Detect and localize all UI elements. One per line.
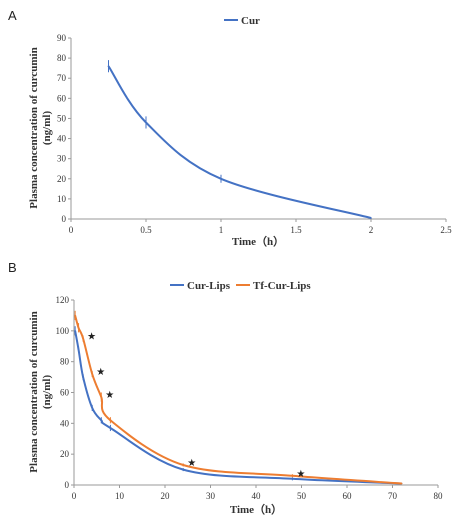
b-series-line-cur-lips — [74, 330, 402, 485]
b-data-point-cur-lips — [91, 407, 93, 409]
b-x-tick-label: 30 — [206, 491, 216, 501]
series-marks-a — [107, 60, 372, 219]
a-data-point-cur — [145, 121, 147, 124]
b-data-point-cur-lips — [82, 376, 84, 378]
a-data-point-cur — [370, 217, 372, 219]
b-significance-star: ★ — [87, 332, 96, 343]
b-y-tick-label: 120 — [56, 295, 70, 305]
a-x-tick-label: 0 — [69, 225, 74, 235]
x-axis-title-b: Time（h） — [230, 503, 282, 516]
x-ticks-b: 0 10 20 30 40 50 60 70 80 — [72, 485, 443, 501]
b-significance-star: ★ — [187, 458, 196, 469]
panel-letter-b: B — [8, 260, 17, 275]
a-x-tick-label: 0.5 — [140, 225, 152, 235]
a-x-tick-label: 1 — [219, 225, 224, 235]
panel-b: B Cur-Lips Tf-Cur-Lips 0 10 20 30 40 50 60 70 80… — [8, 260, 443, 516]
y-ticks-b: 0 20 40 60 80 100 120 — [56, 295, 74, 490]
b-significance-star: ★ — [296, 469, 305, 480]
a-x-tick-label: 2.5 — [440, 225, 452, 235]
panel-a: A Cur 0 0.5 1 1.5 2 2.5 0 10 20 30 40 50 60 70 80 90 T… — [8, 8, 452, 248]
a-x-tick-label: 1.5 — [290, 225, 302, 235]
b-x-tick-label: 0 — [72, 491, 77, 501]
y-axis-unit-b: (ng/ml) — [41, 375, 53, 410]
b-data-point-cur-lips — [100, 419, 103, 422]
b-data-point-tf-cur-lips — [400, 482, 403, 485]
b-x-tick-label: 80 — [434, 491, 444, 501]
b-data-point-cur-lips — [182, 468, 184, 471]
b-y-tick-label: 0 — [65, 480, 70, 490]
y-axis-title-a: Plasma concentration of curcumin — [28, 47, 40, 208]
b-y-tick-label: 20 — [60, 449, 70, 459]
x-ticks-a: 0 0.5 1 1.5 2 2.5 — [69, 219, 452, 235]
a-y-tick-label: 20 — [57, 174, 67, 184]
a-data-point-cur — [220, 177, 222, 180]
b-significance-star: ★ — [105, 390, 114, 401]
a-y-tick-label: 90 — [57, 33, 67, 43]
b-y-tick-label: 60 — [60, 388, 70, 398]
a-y-tick-label: 30 — [57, 154, 67, 164]
a-y-tick-label: 80 — [57, 53, 67, 63]
series-marks-b — [74, 310, 403, 485]
b-data-point-tf-cur-lips — [109, 419, 112, 422]
a-y-tick-label: 50 — [57, 113, 67, 123]
legend-b: Cur-Lips Tf-Cur-Lips — [170, 280, 311, 292]
legend-a: Cur — [224, 15, 260, 27]
b-data-point-tf-cur-lips — [77, 326, 80, 329]
b-x-tick-label: 50 — [297, 491, 307, 501]
a-data-point-cur — [107, 65, 110, 67]
a-y-tick-label: 60 — [57, 93, 67, 103]
b-data-point-cur-lips — [77, 348, 80, 351]
y-axis-title-b: Plasma concentration of curcumin — [28, 311, 40, 472]
b-data-point-tf-cur-lips — [291, 474, 294, 477]
a-x-tick-label: 2 — [369, 225, 374, 235]
y-ticks-a: 0 10 20 30 40 50 60 70 80 90 — [57, 33, 71, 224]
b-x-tick-label: 40 — [252, 491, 262, 501]
a-y-tick-label: 40 — [57, 134, 67, 144]
panel-letter-a: A — [8, 8, 17, 23]
b-x-tick-label: 60 — [343, 491, 353, 501]
b-data-point-cur-lips — [291, 478, 294, 480]
b-x-tick-label: 70 — [388, 491, 398, 501]
b-x-tick-label: 20 — [161, 491, 171, 501]
y-axis-unit-a: (ng/ml) — [41, 111, 53, 146]
b-data-point-tf-cur-lips — [91, 373, 93, 375]
b-y-tick-label: 80 — [60, 357, 70, 367]
a-y-tick-label: 70 — [57, 73, 67, 83]
a-y-tick-label: 0 — [62, 214, 67, 224]
b-data-point-tf-cur-lips — [100, 396, 103, 398]
legend-label-cur-lips: Cur-Lips — [187, 280, 231, 292]
b-x-tick-label: 10 — [115, 491, 125, 501]
b-significance-star: ★ — [96, 367, 105, 378]
b-data-point-tf-cur-lips — [74, 314, 76, 317]
b-data-point-cur-lips — [109, 427, 112, 429]
x-axis-title-a: Time（h） — [232, 235, 284, 248]
a-y-tick-label: 10 — [57, 194, 67, 204]
b-series-line-tf-cur-lips — [74, 315, 402, 485]
legend-label-cur: Cur — [241, 15, 260, 27]
legend-label-tf-cur-lips: Tf-Cur-Lips — [253, 280, 311, 292]
b-y-tick-label: 100 — [56, 326, 70, 336]
b-data-point-tf-cur-lips — [82, 337, 84, 340]
a-series-line-cur — [107, 65, 372, 219]
significance-stars-b: ★ ★ ★ ★ ★ — [87, 332, 305, 480]
b-data-point-cur-lips — [74, 330, 76, 332]
b-y-tick-label: 40 — [60, 418, 70, 428]
b-data-point-tf-cur-lips — [182, 464, 184, 466]
